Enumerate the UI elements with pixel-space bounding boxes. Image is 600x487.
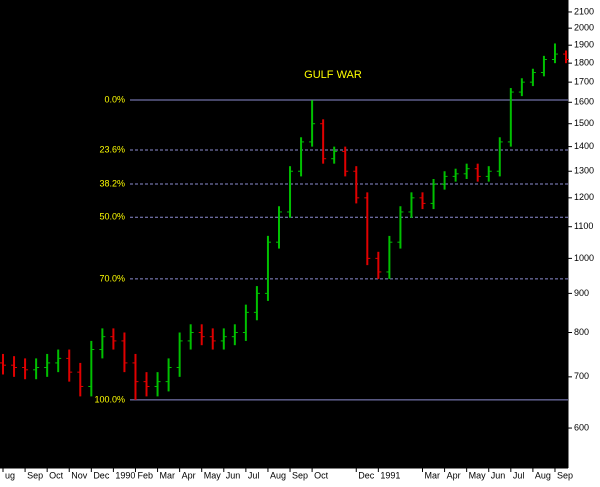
x-tick-label: Jul [513, 470, 525, 480]
x-tick-label: Feb [137, 470, 153, 480]
x-tick-label: Dec [93, 470, 110, 480]
y-tick-label: 2100 [574, 6, 594, 16]
y-tick-label: 1400 [574, 141, 594, 151]
x-tick-label: Sep [557, 470, 573, 480]
y-tick-label: 1100 [574, 221, 593, 231]
level-label: 100.0% [94, 394, 125, 404]
x-tick-label: Jun [226, 470, 241, 480]
x-tick-label: Jul [248, 470, 260, 480]
level-label: 23.6% [99, 144, 125, 154]
y-tick-label: 700 [574, 371, 589, 381]
y-tick-label: 1300 [574, 166, 594, 176]
x-tick-label: Mar [160, 470, 176, 480]
y-tick-label: 600 [574, 422, 589, 432]
y-tick-label: 800 [574, 327, 589, 337]
y-tick-label: 1500 [574, 118, 594, 128]
x-tick-label: 1991 [380, 470, 400, 480]
level-label: 50.0% [99, 212, 125, 222]
x-tick-label: May [469, 470, 487, 480]
y-tick-label: 1800 [574, 58, 594, 68]
level-label: 70.0% [99, 273, 125, 283]
y-tick-label: 2000 [574, 23, 594, 33]
y-tick-label: 900 [574, 288, 589, 298]
level-label: 38.2% [99, 178, 125, 188]
y-tick-label: 1200 [574, 192, 594, 202]
x-tick-label: Sep [292, 470, 308, 480]
level-label: 0.0% [104, 94, 125, 104]
x-tick-label: Sep [27, 470, 43, 480]
x-tick-label: 1990 [115, 470, 135, 480]
x-tick-label: Apr [447, 470, 461, 480]
x-tick-label: Aug [535, 470, 551, 480]
y-tick-label: 1600 [574, 97, 594, 107]
x-tick-label: Jun [491, 470, 506, 480]
x-tick-label: Apr [182, 470, 196, 480]
x-tick-label: ug [5, 470, 15, 480]
y-tick-label: 1700 [574, 77, 594, 87]
plot-background [0, 0, 568, 468]
x-tick-label: Mar [425, 470, 441, 480]
y-tick-label: 1900 [574, 40, 594, 50]
x-tick-label: Nov [71, 470, 88, 480]
y-tick-label: 1000 [574, 253, 594, 263]
annotation: GULF WAR [304, 69, 362, 81]
x-tick-label: Oct [49, 470, 64, 480]
x-tick-label: Aug [270, 470, 286, 480]
x-tick-label: May [204, 470, 222, 480]
x-tick-label: Oct [314, 470, 329, 480]
x-tick-label: Dec [358, 470, 375, 480]
